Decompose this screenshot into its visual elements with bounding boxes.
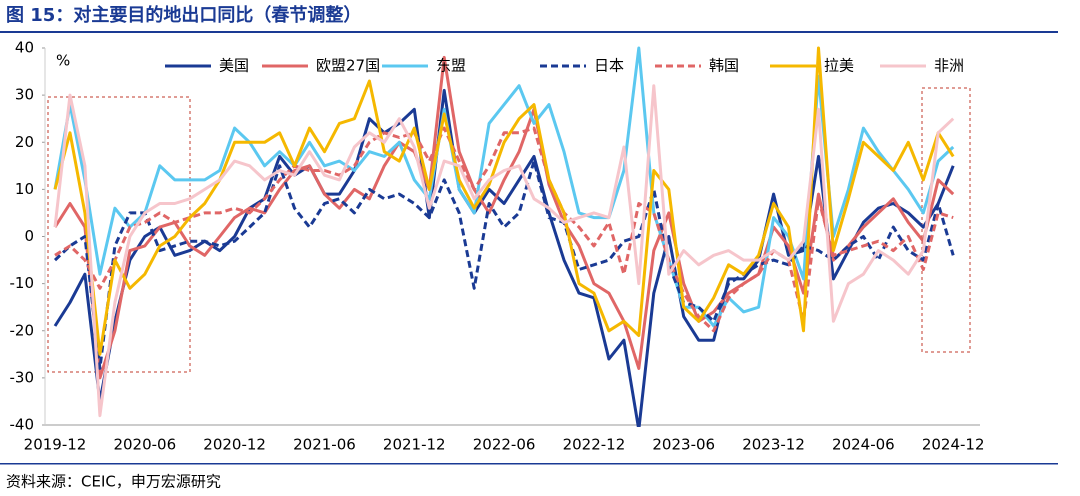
x-tick-label: 2024-06 [832,436,895,454]
x-tick-label: 2024-12 [922,436,985,454]
legend-label: 日本 [594,57,624,75]
x-tick-label: 2020-12 [203,436,266,454]
legend-label: 非洲 [934,57,964,75]
series-line [53,159,955,370]
y-unit: % [56,52,70,70]
legend-label: 欧盟27国 [316,57,380,75]
y-tick-label: 30 [15,86,34,104]
legend-label: 东盟 [436,57,466,75]
x-tick-label: 2022-12 [563,436,626,454]
y-tick-label: -30 [10,368,35,386]
plot-lines [53,46,955,427]
series-line [53,46,955,356]
highlight-box [47,96,191,373]
y-tick-label: 10 [15,180,34,198]
y-tick-label: -10 [10,274,35,292]
y-tick-label: 40 [15,39,34,57]
legend-label: 美国 [219,57,249,75]
x-tick-label: 2021-12 [383,436,446,454]
x-tick-label: 2022-06 [473,436,536,454]
chart-title: 图 15：对主要目的地出口同比（春节调整） [6,4,361,26]
title-rule [0,31,1058,33]
series-line [53,46,955,328]
source-note: 资料来源：CEIC，申万宏源研究 [6,473,221,491]
series-line [53,55,955,380]
series-line [53,84,955,418]
y-tick-label: 0 [24,227,34,245]
legend-label: 韩国 [709,57,739,75]
x-tick-label: 2021-06 [293,436,356,454]
x-tick-label: 2020-06 [113,436,176,454]
y-tick-label: -20 [10,321,35,339]
y-tick-label: -40 [10,416,35,434]
highlight-box [921,87,971,353]
x-tick-label: 2019-12 [24,436,87,454]
y-tick-label: 20 [15,133,34,151]
legend-label: 拉美 [824,57,854,75]
x-tick-label: 2023-06 [652,436,715,454]
footer-rule [0,463,1058,465]
series-line [54,126,954,333]
x-tick-label: 2023-12 [742,436,805,454]
